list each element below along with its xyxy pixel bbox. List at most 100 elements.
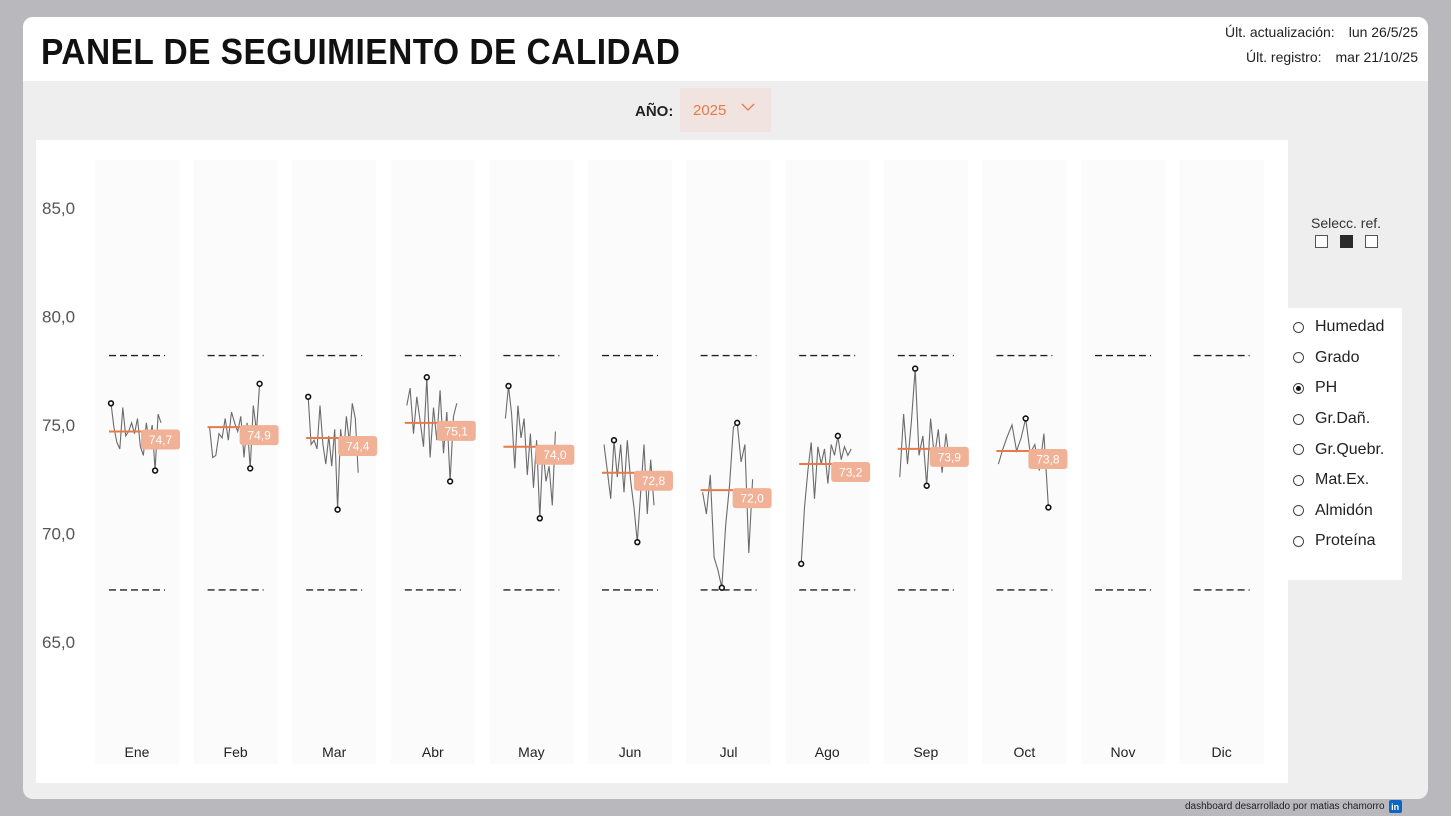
month-column — [686, 160, 771, 764]
variable-option[interactable]: Almidón — [1288, 496, 1402, 527]
min-marker — [797, 560, 805, 568]
radio-icon[interactable] — [1293, 352, 1304, 364]
reference-option[interactable] — [1364, 235, 1378, 248]
average-label: 75,1 — [445, 424, 469, 438]
month-label: Sep — [913, 744, 938, 760]
variable-option-label: Mat.Ex. — [1315, 471, 1370, 489]
average-label-bg — [732, 488, 772, 509]
month-column — [1081, 160, 1165, 764]
average-label: 74,0 — [543, 448, 567, 462]
linkedin-icon[interactable]: in — [1388, 800, 1402, 813]
month-label: Ago — [815, 744, 840, 760]
average-label-bg — [436, 420, 476, 441]
last-update-label: Últ. actualización: — [1224, 24, 1335, 40]
variable-option[interactable]: Gr.Dañ. — [1288, 404, 1402, 435]
min-marker — [446, 478, 454, 485]
month-label: Oct — [1014, 744, 1036, 760]
reference-label: Selecc. ref. — [1310, 215, 1382, 231]
min-marker — [536, 515, 543, 522]
average-label: 73,8 — [1036, 453, 1060, 467]
max-marker — [734, 419, 741, 427]
last-record-row: Últ. registro: mar 21/10/25 — [1246, 49, 1418, 65]
min-marker — [923, 482, 930, 489]
radio-icon[interactable] — [1293, 444, 1304, 456]
month-label: May — [518, 744, 544, 760]
variable-option-label: Humedad — [1315, 318, 1385, 336]
chart-area: 85,0 80,0 75,0 70,0 65,0 Ene 74,7 Feb 74,9 Mar 74,… — [36, 140, 1288, 783]
max-marker — [423, 374, 430, 381]
radio-icon[interactable] — [1293, 505, 1304, 517]
header: PANEL DE SEGUIMIENTO DE CALIDAD Últ. act… — [23, 17, 1428, 81]
max-marker — [911, 365, 919, 372]
radio-icon[interactable] — [1293, 474, 1304, 486]
reference-option[interactable] — [1339, 235, 1353, 248]
variable-selector: Humedad Grado PH Gr.Dañ. Gr.Quebr. Mat.Ex. Alm… — [1288, 308, 1402, 580]
variable-option[interactable]: Gr.Quebr. — [1288, 434, 1402, 465]
y-tick-label: 75,0 — [42, 416, 75, 435]
page-title: PANEL DE SEGUIMIENTO DE CALIDAD — [41, 31, 681, 72]
month-label: Ene — [125, 744, 150, 760]
variable-option[interactable]: Mat.Ex. — [1288, 465, 1402, 496]
radio-icon[interactable] — [1293, 382, 1304, 394]
variable-option[interactable]: PH — [1288, 373, 1402, 404]
max-marker — [505, 382, 512, 390]
data-series-line — [702, 421, 754, 588]
average-label: 74,9 — [247, 429, 271, 443]
min-marker — [718, 584, 726, 591]
y-tick-label: 65,0 — [42, 633, 75, 652]
min-marker — [151, 467, 159, 474]
min-marker — [334, 506, 341, 513]
average-label-bg — [1028, 449, 1068, 470]
max-marker — [1022, 415, 1029, 422]
variable-option[interactable]: Grado — [1288, 343, 1402, 374]
data-series-line — [209, 383, 261, 469]
average-label-bg — [239, 425, 279, 446]
radio-icon[interactable] — [1293, 321, 1304, 333]
reference-options — [1305, 235, 1387, 248]
average-label: 73,2 — [839, 466, 863, 480]
month-column — [1179, 160, 1264, 764]
max-marker — [305, 393, 312, 400]
average-label-bg — [338, 436, 378, 457]
last-update-row: Últ. actualización: lun 26/5/25 — [1225, 24, 1418, 40]
average-label-bg — [535, 444, 575, 465]
reference-option[interactable] — [1314, 235, 1328, 248]
variable-option[interactable]: Humedad — [1288, 312, 1402, 343]
year-filter-label: AÑO: — [635, 103, 674, 120]
credit-text: dashboard desarrollado por matias chamor… — [1185, 801, 1385, 812]
min-marker — [247, 465, 254, 472]
year-dropdown-value: 2025 — [693, 101, 727, 119]
month-label: Mar — [322, 744, 346, 760]
radio-icon[interactable] — [1293, 535, 1304, 547]
credit-footer: dashboard desarrollado por matias chamor… — [1185, 800, 1402, 813]
data-series-line — [307, 396, 359, 510]
month-label: Jul — [720, 744, 738, 760]
min-marker — [634, 538, 641, 546]
month-column — [193, 160, 278, 764]
radio-icon[interactable] — [1293, 413, 1304, 425]
max-marker — [256, 380, 263, 387]
chevron-down-icon — [741, 103, 755, 111]
month-column — [390, 160, 475, 764]
dashboard-panel: PANEL DE SEGUIMIENTO DE CALIDAD Últ. act… — [23, 17, 1428, 799]
y-tick-label: 85,0 — [42, 199, 75, 218]
variable-option[interactable]: Proteína — [1288, 526, 1402, 557]
variable-option-label: Almidón — [1315, 501, 1373, 519]
average-label: 74,7 — [149, 433, 173, 447]
average-label-bg — [929, 446, 969, 467]
y-tick-label: 80,0 — [42, 308, 75, 327]
average-label-bg — [831, 462, 871, 483]
month-label: Jun — [619, 744, 642, 760]
year-dropdown[interactable]: 2025 — [680, 88, 771, 132]
data-series-line — [504, 385, 556, 519]
max-marker — [610, 436, 618, 444]
y-tick-label: 70,0 — [42, 525, 75, 544]
variable-option-label: Gr.Quebr. — [1315, 440, 1385, 458]
average-label-bg — [634, 470, 673, 491]
data-series-line — [800, 435, 852, 564]
month-column — [95, 160, 179, 764]
variable-option-label: Proteína — [1315, 532, 1376, 550]
reference-selector: Selecc. ref. — [1305, 215, 1387, 248]
month-label: Dic — [1211, 744, 1231, 760]
data-series-line — [406, 377, 458, 482]
